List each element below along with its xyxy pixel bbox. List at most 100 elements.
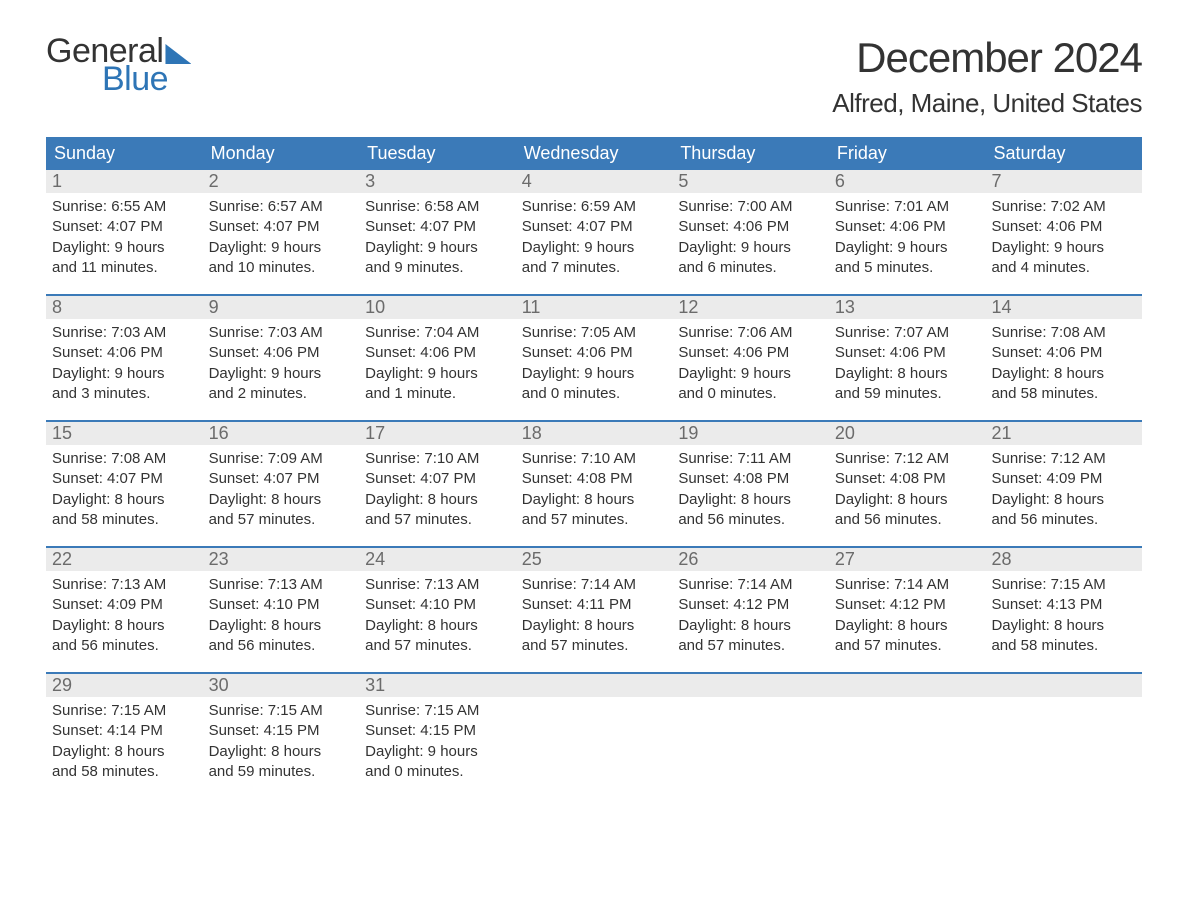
- sunset-line: Sunset: 4:06 PM: [209, 343, 354, 363]
- calendar-day: 14Sunrise: 7:08 AMSunset: 4:06 PMDayligh…: [985, 296, 1142, 404]
- sunrise-line: Sunrise: 7:13 AM: [209, 575, 354, 595]
- day-body: Sunrise: 7:08 AMSunset: 4:06 PMDaylight:…: [985, 319, 1142, 404]
- sunrise-line: Sunrise: 7:14 AM: [835, 575, 980, 595]
- calendar-day: 23Sunrise: 7:13 AMSunset: 4:10 PMDayligh…: [203, 548, 360, 656]
- location-subtitle: Alfred, Maine, United States: [832, 88, 1142, 119]
- dow-sunday: Sunday: [46, 137, 203, 170]
- day-number: 14: [985, 296, 1142, 319]
- sunset-line: Sunset: 4:12 PM: [678, 595, 823, 615]
- day-body: Sunrise: 7:04 AMSunset: 4:06 PMDaylight:…: [359, 319, 516, 404]
- daylight-line: and 59 minutes.: [835, 384, 980, 404]
- daylight-line: and 57 minutes.: [835, 636, 980, 656]
- daylight-line: Daylight: 9 hours: [365, 742, 510, 762]
- sunrise-line: Sunrise: 7:14 AM: [522, 575, 667, 595]
- sunset-line: Sunset: 4:07 PM: [365, 469, 510, 489]
- daylight-line: and 57 minutes.: [678, 636, 823, 656]
- sunset-line: Sunset: 4:09 PM: [52, 595, 197, 615]
- daylight-line: and 56 minutes.: [835, 510, 980, 530]
- sunset-line: Sunset: 4:07 PM: [209, 469, 354, 489]
- day-body: Sunrise: 6:55 AMSunset: 4:07 PMDaylight:…: [46, 193, 203, 278]
- daylight-line: and 56 minutes.: [678, 510, 823, 530]
- calendar-day: 22Sunrise: 7:13 AMSunset: 4:09 PMDayligh…: [46, 548, 203, 656]
- daylight-line: Daylight: 8 hours: [365, 616, 510, 636]
- daylight-line: and 59 minutes.: [209, 762, 354, 782]
- daylight-line: and 57 minutes.: [365, 636, 510, 656]
- sunrise-line: Sunrise: 7:12 AM: [991, 449, 1136, 469]
- daylight-line: and 10 minutes.: [209, 258, 354, 278]
- day-number: 24: [359, 548, 516, 571]
- sunrise-line: Sunrise: 7:15 AM: [209, 701, 354, 721]
- calendar-day: 29Sunrise: 7:15 AMSunset: 4:14 PMDayligh…: [46, 674, 203, 782]
- daylight-line: Daylight: 8 hours: [678, 616, 823, 636]
- daylight-line: Daylight: 9 hours: [991, 238, 1136, 258]
- day-body: Sunrise: 7:13 AMSunset: 4:09 PMDaylight:…: [46, 571, 203, 656]
- day-body: Sunrise: 7:05 AMSunset: 4:06 PMDaylight:…: [516, 319, 673, 404]
- month-title: December 2024: [832, 34, 1142, 82]
- sunset-line: Sunset: 4:07 PM: [365, 217, 510, 237]
- sunset-line: Sunset: 4:06 PM: [991, 217, 1136, 237]
- daylight-line: Daylight: 8 hours: [209, 742, 354, 762]
- day-number: 6: [829, 170, 986, 193]
- sunrise-line: Sunrise: 6:58 AM: [365, 197, 510, 217]
- daylight-line: Daylight: 8 hours: [209, 490, 354, 510]
- day-number: 21: [985, 422, 1142, 445]
- daylight-line: and 5 minutes.: [835, 258, 980, 278]
- sunrise-line: Sunrise: 7:15 AM: [365, 701, 510, 721]
- logo: General Blue: [46, 34, 191, 96]
- day-number: 19: [672, 422, 829, 445]
- daylight-line: Daylight: 8 hours: [209, 616, 354, 636]
- sunset-line: Sunset: 4:08 PM: [835, 469, 980, 489]
- calendar-week: 8Sunrise: 7:03 AMSunset: 4:06 PMDaylight…: [46, 294, 1142, 404]
- sunset-line: Sunset: 4:06 PM: [678, 217, 823, 237]
- day-body: Sunrise: 7:11 AMSunset: 4:08 PMDaylight:…: [672, 445, 829, 530]
- calendar-day: .: [516, 674, 673, 782]
- calendar-day: 26Sunrise: 7:14 AMSunset: 4:12 PMDayligh…: [672, 548, 829, 656]
- calendar-day: .: [672, 674, 829, 782]
- daylight-line: Daylight: 9 hours: [835, 238, 980, 258]
- daylight-line: Daylight: 8 hours: [991, 616, 1136, 636]
- dow-tuesday: Tuesday: [359, 137, 516, 170]
- sunset-line: Sunset: 4:15 PM: [365, 721, 510, 741]
- daylight-line: Daylight: 8 hours: [835, 490, 980, 510]
- day-body: Sunrise: 7:14 AMSunset: 4:12 PMDaylight:…: [829, 571, 986, 656]
- daylight-line: Daylight: 8 hours: [991, 490, 1136, 510]
- daylight-line: and 57 minutes.: [365, 510, 510, 530]
- sunrise-line: Sunrise: 7:07 AM: [835, 323, 980, 343]
- day-body: Sunrise: 7:14 AMSunset: 4:11 PMDaylight:…: [516, 571, 673, 656]
- day-body: Sunrise: 7:03 AMSunset: 4:06 PMDaylight:…: [203, 319, 360, 404]
- daylight-line: and 4 minutes.: [991, 258, 1136, 278]
- calendar-week: 15Sunrise: 7:08 AMSunset: 4:07 PMDayligh…: [46, 420, 1142, 530]
- daylight-line: and 58 minutes.: [991, 636, 1136, 656]
- daylight-line: Daylight: 9 hours: [209, 238, 354, 258]
- calendar-day: 9Sunrise: 7:03 AMSunset: 4:06 PMDaylight…: [203, 296, 360, 404]
- day-number: 2: [203, 170, 360, 193]
- day-number: 30: [203, 674, 360, 697]
- daylight-line: Daylight: 8 hours: [678, 490, 823, 510]
- daylight-line: Daylight: 9 hours: [522, 364, 667, 384]
- daylight-line: Daylight: 9 hours: [209, 364, 354, 384]
- day-body: Sunrise: 7:08 AMSunset: 4:07 PMDaylight:…: [46, 445, 203, 530]
- sunset-line: Sunset: 4:06 PM: [678, 343, 823, 363]
- sunset-line: Sunset: 4:06 PM: [522, 343, 667, 363]
- calendar-day: 15Sunrise: 7:08 AMSunset: 4:07 PMDayligh…: [46, 422, 203, 530]
- calendar-day: 17Sunrise: 7:10 AMSunset: 4:07 PMDayligh…: [359, 422, 516, 530]
- sunset-line: Sunset: 4:06 PM: [835, 217, 980, 237]
- calendar-day: 28Sunrise: 7:15 AMSunset: 4:13 PMDayligh…: [985, 548, 1142, 656]
- sunset-line: Sunset: 4:07 PM: [52, 217, 197, 237]
- sunset-line: Sunset: 4:06 PM: [991, 343, 1136, 363]
- calendar-day: 12Sunrise: 7:06 AMSunset: 4:06 PMDayligh…: [672, 296, 829, 404]
- day-number: 1: [46, 170, 203, 193]
- day-number: 8: [46, 296, 203, 319]
- day-number: 3: [359, 170, 516, 193]
- day-number: 18: [516, 422, 673, 445]
- sunset-line: Sunset: 4:06 PM: [52, 343, 197, 363]
- daylight-line: Daylight: 9 hours: [522, 238, 667, 258]
- day-number: 4: [516, 170, 673, 193]
- day-number: 7: [985, 170, 1142, 193]
- sunset-line: Sunset: 4:12 PM: [835, 595, 980, 615]
- sunrise-line: Sunrise: 7:12 AM: [835, 449, 980, 469]
- day-number: 26: [672, 548, 829, 571]
- sunset-line: Sunset: 4:09 PM: [991, 469, 1136, 489]
- day-body: Sunrise: 7:14 AMSunset: 4:12 PMDaylight:…: [672, 571, 829, 656]
- day-body: Sunrise: 7:10 AMSunset: 4:08 PMDaylight:…: [516, 445, 673, 530]
